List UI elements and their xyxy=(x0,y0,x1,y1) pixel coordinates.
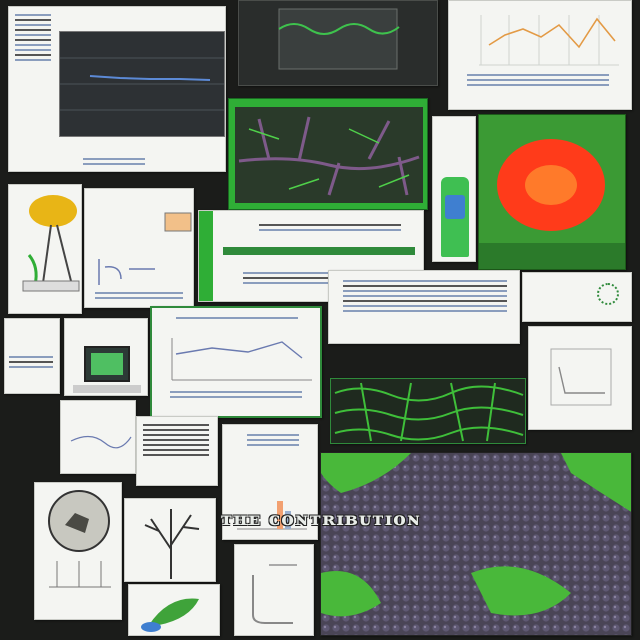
bar-chart-sheet-lines xyxy=(243,431,303,449)
line-chart-graphic xyxy=(479,15,619,66)
note-graphic xyxy=(98,212,192,285)
orange-line xyxy=(488,17,616,49)
wave-chart-graphic xyxy=(278,8,400,70)
seal-card xyxy=(522,272,632,322)
note-lines xyxy=(91,289,187,302)
bar-chart-sheet xyxy=(222,424,318,540)
doc-text-lines xyxy=(11,11,55,64)
red-flower-graphic xyxy=(479,139,625,269)
green-bottle-icon xyxy=(441,177,469,257)
seal-emblem xyxy=(597,283,619,305)
graph-card-line xyxy=(558,366,605,394)
bar-mark xyxy=(277,501,283,529)
framed-chart-line xyxy=(175,341,303,359)
table-sheet-rows xyxy=(139,421,213,459)
leaf-veins-photo xyxy=(228,98,428,210)
lattice-panel xyxy=(330,378,526,444)
graph-card-graphic xyxy=(550,348,612,406)
doc-footer-lines xyxy=(79,155,149,168)
lattice-graphic xyxy=(334,382,524,442)
sprout-icon xyxy=(141,598,199,632)
bottle-card xyxy=(432,116,476,262)
specimen-card xyxy=(34,482,122,620)
small-doc-left xyxy=(4,318,60,394)
monitor-sketch xyxy=(64,318,148,396)
tree-sketch-icon xyxy=(144,509,200,579)
bracket-graphic xyxy=(252,564,297,624)
leaf-veins-graphic xyxy=(235,107,423,203)
green-bar xyxy=(223,247,415,255)
green-seal-icon xyxy=(199,211,213,301)
report-wide xyxy=(328,270,520,344)
framed-chart-title xyxy=(172,314,302,322)
bar-chart-sheet-graphic xyxy=(237,501,307,530)
framed-chart-graphic xyxy=(171,338,312,381)
framed-chart xyxy=(150,306,322,418)
lamp-sketch xyxy=(8,184,82,314)
table-sheet xyxy=(136,416,218,486)
dark-chart-panel xyxy=(59,31,225,137)
framed-chart-notes xyxy=(166,388,306,401)
tree-sketch-card xyxy=(124,498,216,582)
notice-lines xyxy=(255,221,405,234)
line-chart-paper xyxy=(448,0,632,110)
wave-chart-monitor xyxy=(238,0,438,86)
graph-card-right xyxy=(528,326,632,430)
berry-poster xyxy=(320,452,632,636)
sprout-card xyxy=(128,584,220,636)
dark-chart-line xyxy=(89,75,211,81)
wave-line xyxy=(278,23,400,35)
notice-sub-lines xyxy=(239,269,409,287)
dark-chart-graphic xyxy=(60,57,224,111)
report-small-graphic xyxy=(70,435,132,449)
monitor-icon xyxy=(73,346,141,393)
red-flower-photo xyxy=(478,114,626,270)
poster-banner-text: ᴛʜᴇ ᴄᴏɴᴛʀɪʙᴜᴛɪᴏɴ xyxy=(220,508,422,530)
handwritten-note xyxy=(84,188,194,308)
bar-mark xyxy=(285,511,291,529)
circular-specimen-icon xyxy=(48,490,111,588)
desk-lamp-icon xyxy=(22,195,80,292)
line-chart-notes xyxy=(463,71,613,89)
berry-poster-graphic xyxy=(321,453,631,635)
report-small xyxy=(60,400,136,474)
small-doc-lines xyxy=(5,353,57,371)
bracket-sketch xyxy=(234,544,314,636)
document-top-left xyxy=(8,6,226,172)
report-lines xyxy=(339,277,511,315)
